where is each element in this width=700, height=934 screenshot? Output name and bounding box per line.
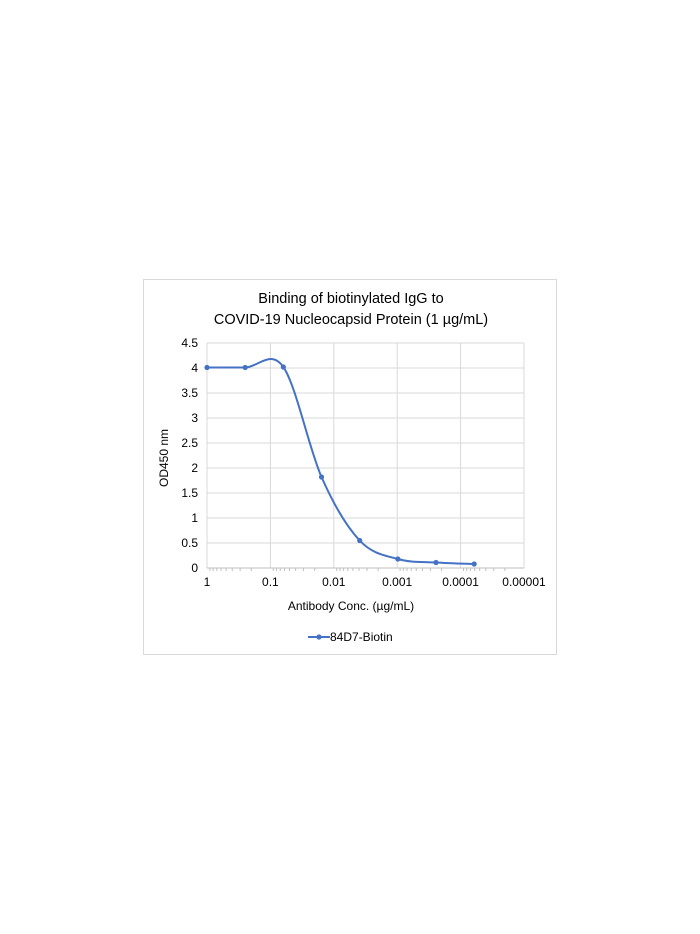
y-tick-label: 2.5	[181, 436, 198, 450]
y-tick-label: 2	[191, 461, 198, 475]
x-tick-label: 1	[204, 575, 211, 589]
data-point	[433, 559, 439, 566]
y-tick-label: 3	[191, 411, 198, 425]
x-tick-label: 0.01	[322, 575, 346, 589]
data-point	[318, 474, 325, 480]
x-tick-label: 0.0001	[442, 575, 479, 589]
chart-title-line-1: Binding of biotinylated IgG to	[258, 291, 443, 307]
chart-svg: Binding of biotinylated IgG to COVID-19 …	[157, 291, 546, 644]
y-tick-label: 4	[191, 361, 198, 375]
y-tick-label: 0.5	[181, 536, 198, 550]
chart-title-line-2: COVID-19 Nucleocapsid Protein (1 µg/mL)	[214, 312, 488, 328]
grid-layer	[206, 342, 525, 569]
legend: 84D7-Biotin	[308, 630, 393, 644]
y-tick-label: 0	[191, 561, 198, 575]
chart-frame: Binding of biotinylated IgG to COVID-19 …	[143, 279, 557, 655]
series-layer	[204, 358, 477, 567]
data-point	[357, 537, 363, 544]
legend-marker	[316, 634, 322, 640]
data-point	[395, 556, 401, 562]
data-point	[280, 364, 286, 370]
data-point	[204, 364, 210, 371]
y-tick-label: 3.5	[181, 386, 198, 400]
data-point	[242, 364, 248, 371]
axis-layer: 0 0.5 1 1.5 2 2.5 3 3.5 4 4.5 1 0.1 0.01 0.001 0.0001 0…	[181, 336, 546, 589]
y-axis-title: OD450 nm	[157, 429, 171, 487]
y-tick-label: 1.5	[181, 486, 198, 500]
y-tick-label: 1	[191, 511, 198, 525]
x-tick-label: 0.1	[262, 575, 279, 589]
y-tick-label: 4.5	[181, 336, 198, 350]
data-point	[471, 561, 477, 567]
x-tick-label: 0.00001	[502, 575, 546, 589]
x-axis-title: Antibody Conc. (µg/mL)	[288, 599, 414, 613]
legend-label: 84D7-Biotin	[330, 630, 393, 644]
series-line	[206, 358, 475, 565]
x-tick-label: 0.001	[382, 575, 412, 589]
